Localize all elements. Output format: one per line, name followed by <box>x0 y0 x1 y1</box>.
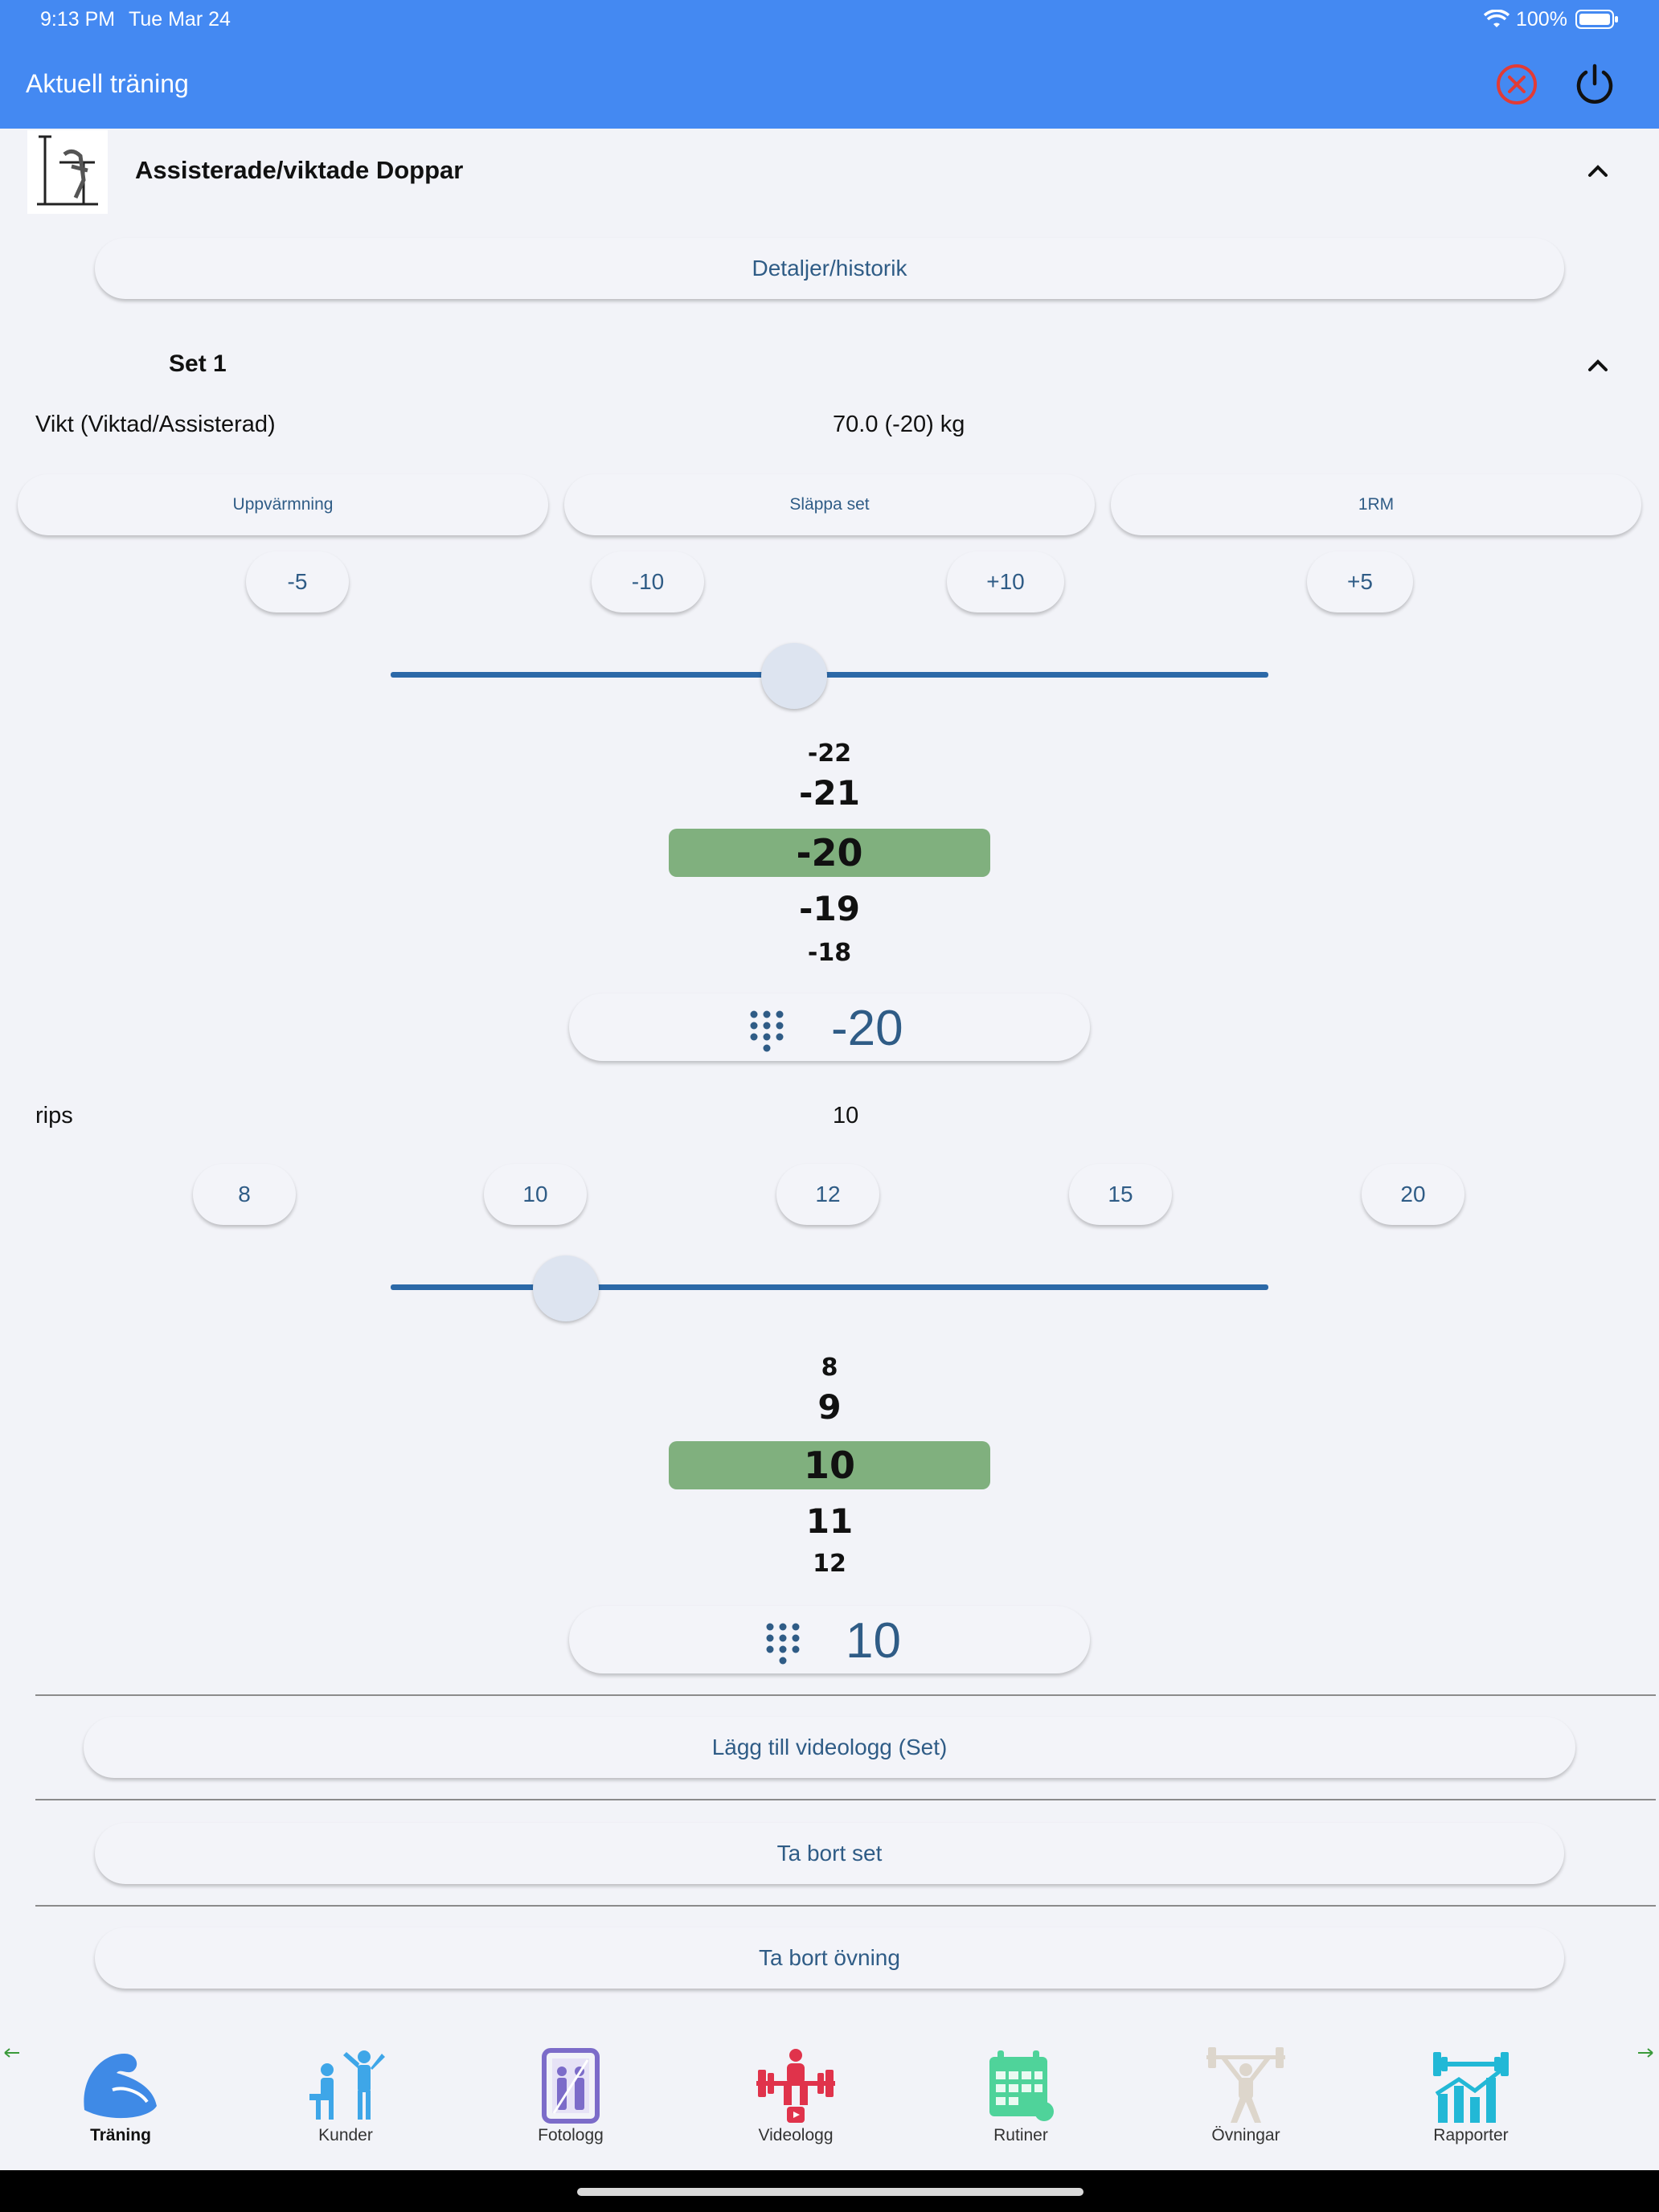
reps-10-button[interactable]: 10 <box>484 1164 587 1225</box>
nav-ovningar[interactable]: Övningar <box>1174 2046 1318 2145</box>
app-header: 9:13 PM Tue Mar 24 100% Aktuell träning <box>0 0 1659 129</box>
reps-label: rips <box>35 1103 73 1129</box>
keypad-icon <box>750 1010 784 1052</box>
divider <box>35 1694 1656 1696</box>
dip-station-image <box>37 135 98 206</box>
weight-picker-item[interactable]: -18 <box>807 939 852 967</box>
weight-input-value: -20 <box>831 1001 903 1056</box>
nav-fotologg[interactable]: Fotologg <box>498 2046 643 2145</box>
weight-input-field[interactable]: -20 <box>569 993 1090 1061</box>
weight-minus-10-button[interactable]: -10 <box>592 551 704 612</box>
reps-slider-track[interactable] <box>391 1284 1268 1290</box>
delete-exercise-button[interactable]: Ta bort övning <box>95 1927 1564 1989</box>
weight-picker-selected[interactable]: -20 <box>796 831 863 875</box>
nav-label: Övningar <box>1211 2126 1280 2144</box>
one-rm-button[interactable]: 1RM <box>1111 474 1641 535</box>
reps-picker-item[interactable]: 12 <box>813 1550 846 1578</box>
mirror-photo-icon <box>542 2048 600 2124</box>
right-arrow-icon <box>1638 2048 1653 2058</box>
reps-input-field[interactable]: 10 <box>569 1606 1090 1673</box>
weight-slider-track[interactable] <box>391 672 1268 678</box>
reps-picker-item[interactable]: 9 <box>817 1387 842 1427</box>
left-arrow-icon <box>4 2048 19 2058</box>
nav-label: Träning <box>90 2126 151 2144</box>
battery-percent: 100% <box>1516 8 1567 31</box>
nav-label: Kunder <box>318 2126 373 2144</box>
weight-picker-item[interactable]: -19 <box>799 889 860 928</box>
weightlifter-video-icon <box>756 2049 835 2123</box>
weight-plus-5-button[interactable]: +5 <box>1307 551 1413 612</box>
reps-slider-thumb[interactable] <box>533 1256 600 1321</box>
reps-picker-selected[interactable]: 10 <box>803 1444 855 1487</box>
keypad-icon <box>766 1623 800 1665</box>
chevron-up-icon[interactable] <box>1582 349 1614 381</box>
add-videolog-button[interactable]: Lägg till videologg (Set) <box>84 1717 1575 1778</box>
weight-value: 70.0 (-20) kg <box>833 412 965 437</box>
chart-barbell-icon <box>1433 2052 1509 2123</box>
reps-value: 10 <box>833 1103 859 1129</box>
weight-minus-5-button[interactable]: -5 <box>246 551 349 612</box>
reps-picker-selection <box>669 1441 990 1489</box>
exercise-thumbnail <box>27 130 108 214</box>
divider <box>35 1905 1656 1907</box>
nav-kunder[interactable]: Kunder <box>273 2046 418 2145</box>
battery-icon <box>1575 10 1618 29</box>
reps-8-button[interactable]: 8 <box>193 1164 296 1225</box>
divider <box>35 1799 1656 1800</box>
weight-picker-item[interactable]: -21 <box>799 773 860 813</box>
reps-15-button[interactable]: 15 <box>1069 1164 1172 1225</box>
details-history-button[interactable]: Detaljer/historik <box>95 238 1564 299</box>
reps-picker-item[interactable]: 11 <box>805 1501 854 1541</box>
drop-set-button[interactable]: Släppa set <box>564 474 1095 535</box>
reps-input-value: 10 <box>846 1613 901 1669</box>
delete-set-button[interactable]: Ta bort set <box>95 1823 1564 1884</box>
barbell-person-icon <box>1206 2047 1285 2123</box>
weight-label: Vikt (Viktad/Assisterad) <box>35 412 276 437</box>
reps-20-button[interactable]: 20 <box>1362 1164 1464 1225</box>
calendar-icon <box>989 2050 1054 2121</box>
home-indicator[interactable] <box>577 2188 1083 2196</box>
muscle-icon <box>84 2054 157 2119</box>
nav-label: Rutiner <box>993 2126 1048 2144</box>
reps-picker-item[interactable]: 8 <box>821 1354 838 1382</box>
nav-label: Rapporter <box>1433 2126 1509 2144</box>
weight-slider-thumb[interactable] <box>761 643 828 709</box>
weight-plus-10-button[interactable]: +10 <box>947 551 1064 612</box>
weight-picker-item[interactable]: -22 <box>807 739 852 768</box>
reps-12-button[interactable]: 12 <box>776 1164 879 1225</box>
weight-picker-selection <box>669 829 990 877</box>
nav-rapporter[interactable]: Rapporter <box>1399 2046 1543 2145</box>
trainer-client-icon <box>309 2050 385 2120</box>
cancel-workout-icon[interactable] <box>1495 63 1538 106</box>
chevron-up-icon[interactable] <box>1582 154 1614 186</box>
nav-videologg[interactable]: Videologg <box>723 2046 868 2145</box>
nav-rutiner[interactable]: Rutiner <box>948 2046 1093 2145</box>
nav-label: Fotologg <box>538 2126 604 2144</box>
set-title: Set 1 <box>169 350 227 377</box>
power-icon[interactable] <box>1574 63 1616 104</box>
nav-traning[interactable]: Träning <box>48 2046 193 2145</box>
warmup-button[interactable]: Uppvärmning <box>18 474 548 535</box>
status-date: Tue Mar 24 <box>129 8 231 31</box>
status-time: 9:13 PM <box>40 8 116 31</box>
nav-label: Videologg <box>758 2126 834 2144</box>
exercise-name: Assisterade/viktade Doppar <box>135 156 464 184</box>
wifi-icon <box>1484 10 1509 27</box>
page-title: Aktuell träning <box>26 69 189 98</box>
